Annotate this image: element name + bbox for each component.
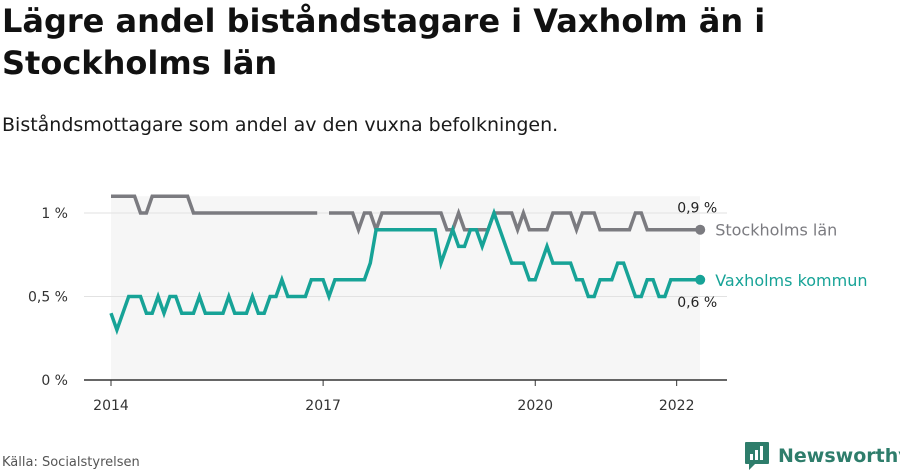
y-tick-label: 1 % (41, 206, 68, 222)
source-note: Källa: Socialstyrelsen (2, 455, 140, 470)
brand-name: Newsworthy (778, 445, 900, 467)
y-tick-label: 0,5 % (28, 290, 68, 306)
series-end-point (695, 224, 706, 235)
background-band (111, 196, 700, 380)
newsworthy-logo-icon (745, 442, 769, 470)
x-tick-label: 2020 (517, 398, 553, 414)
brand-logo: Newsworthy (744, 440, 900, 472)
range-band-layer (111, 196, 700, 380)
chart-subtitle: Biståndsmottagare som andel av den vuxna… (2, 114, 559, 136)
x-tick-label: 2014 (93, 398, 129, 414)
end-value-label: 0,9 % (677, 201, 717, 217)
label-layer: Stockholms län 0,9 % Vaxholms kommun 0,6 % (677, 201, 867, 311)
x-tick-label: 2022 (659, 398, 695, 414)
axis-layer: 0 % 0,5 % 1 % 2014 2017 2020 2022 (28, 206, 727, 414)
chart-title: Lägre andel biståndstagare i Vaxholm än … (2, 2, 766, 82)
series-line-stockholms-l-n (111, 194, 701, 235)
end-value-label: 0,6 % (677, 295, 717, 311)
series-line-vaxholms-kommun (109, 207, 701, 336)
series-layer (109, 194, 706, 336)
y-tick-label: 0 % (41, 373, 68, 389)
series-label: Vaxholms kommun (715, 271, 867, 290)
series-label: Stockholms län (715, 221, 837, 240)
x-tick-label: 2017 (305, 398, 341, 414)
series-end-point (695, 274, 706, 285)
